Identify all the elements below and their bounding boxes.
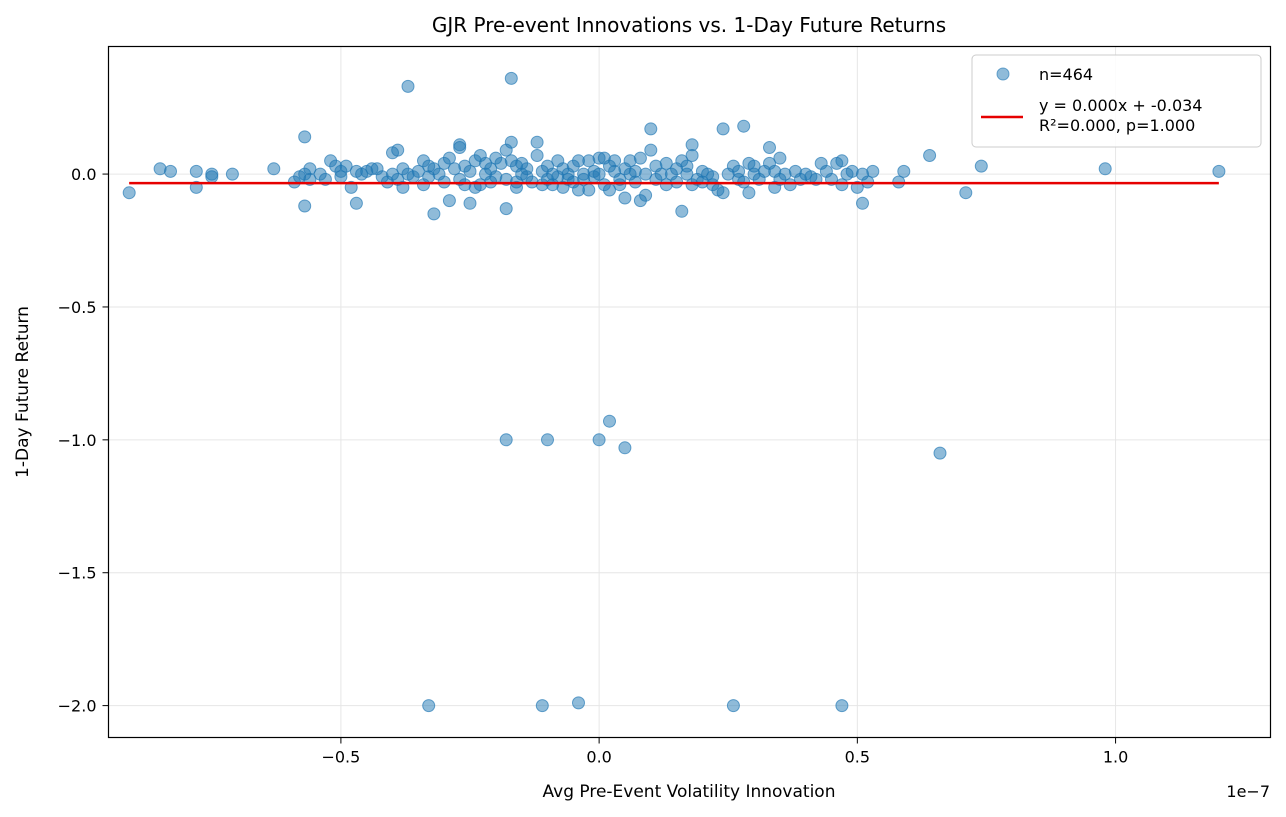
data-point-8 [267,162,281,176]
y-axis-ticks: 0.0 −0.5 −1.0 −1.5 −2.0 [58,165,109,716]
x-axis-label: Avg Pre-Event Volatility Innovation [543,782,836,802]
data-point-177 [763,141,776,154]
data-point-12 [298,199,312,213]
x-tick-label-3: 1.0 [1103,748,1128,767]
data-point-149 [675,204,689,218]
y-tick-label-1: −0.5 [58,298,97,317]
data-point-3 [189,164,203,178]
chart-title: GJR Pre-event Innovations vs. 1-Day Futu… [432,13,946,37]
data-point-56 [453,141,467,154]
scatter-points [122,71,1226,713]
data-point-122 [603,414,616,428]
data-point-196 [835,699,849,713]
data-point-53 [442,194,456,208]
data-point-7 [225,167,239,181]
data-point-172 [742,186,756,200]
data-point-76 [499,433,513,447]
data-point-117 [592,167,606,181]
y-tick-label-2: −1.0 [58,431,97,450]
data-point-139 [644,122,658,136]
data-point-22 [339,159,353,173]
legend-label-scatter: n=464 [1039,65,1093,84]
data-point-115 [592,433,606,447]
data-point-37 [396,180,410,194]
data-point-23 [344,180,358,194]
data-point-135 [633,151,647,165]
data-point-11 [298,130,312,144]
data-point-129 [618,191,632,205]
data-point-93 [541,433,554,447]
x-axis-ticks: −0.5 0.0 0.5 1.0 [321,737,1128,767]
data-point-154 [685,149,699,162]
data-point-181 [773,151,787,165]
data-point-195 [835,154,849,168]
data-point-206 [923,149,937,162]
x-tick-label-1: 0.0 [586,748,611,767]
data-point-77 [504,135,518,149]
data-point-24 [349,196,363,210]
data-point-79 [504,71,518,85]
data-point-194 [835,178,849,192]
data-point-200 [856,196,869,210]
x-offset-label: 1e−7 [1226,782,1270,801]
data-point-39 [401,79,415,93]
data-point-88 [530,149,544,162]
data-point-168 [732,164,746,178]
data-point-166 [726,699,740,713]
data-point-136 [639,188,653,202]
data-point-0 [122,186,136,200]
legend-label-fit-line2: R²=0.000, p=1.000 [1039,116,1195,135]
legend-marker-scatter [996,67,1010,81]
data-point-46 [422,699,436,713]
legend-box [971,54,1262,148]
data-point-203 [866,164,880,178]
data-point-92 [535,699,549,713]
data-point-207 [933,446,947,460]
data-point-89 [530,135,544,149]
data-point-199 [850,180,864,194]
data-point-151 [680,159,694,173]
data-point-2 [164,164,177,178]
data-point-74 [499,202,513,216]
data-point-47 [427,207,441,221]
data-point-137 [639,167,653,181]
data-point-126 [613,178,627,192]
data-point-210 [1098,162,1112,176]
data-point-162 [716,122,730,136]
data-point-208 [959,186,973,200]
data-point-169 [737,119,751,133]
data-point-86 [520,162,534,176]
data-point-60 [463,196,477,210]
data-point-144 [659,156,673,170]
data-point-184 [783,178,797,192]
data-point-163 [716,186,730,200]
data-point-138 [644,143,658,157]
data-point-108 [572,696,585,710]
data-point-209 [974,159,988,173]
legend: n=464 y = 0.000x + -0.034 R²=0.000, p=1.… [971,54,1262,148]
y-axis-label: 1-Day Future Return [13,306,33,478]
data-point-127 [618,441,632,455]
data-point-34 [391,143,405,157]
data-point-41 [411,164,425,178]
data-point-205 [897,164,911,178]
y-tick-label-3: −1.5 [58,564,97,583]
legend-label-fit-line1: y = 0.000x + -0.034 [1039,96,1202,115]
plot-frame [107,45,1272,739]
legend-label-fit: y = 0.000x + -0.034 R²=0.000, p=1.000 [1039,96,1208,135]
data-point-6 [205,170,219,184]
data-point-112 [582,183,596,197]
x-tick-label-2: 0.5 [845,748,870,767]
data-point-4 [189,180,203,194]
data-point-52 [442,151,456,165]
y-tick-label-4: −2.0 [58,697,97,716]
y-tick-label-0: 0.0 [71,165,96,184]
x-tick-label-0: −0.5 [321,748,360,767]
data-point-174 [747,159,761,173]
data-point-61 [463,164,477,178]
data-point-211 [1212,164,1226,178]
